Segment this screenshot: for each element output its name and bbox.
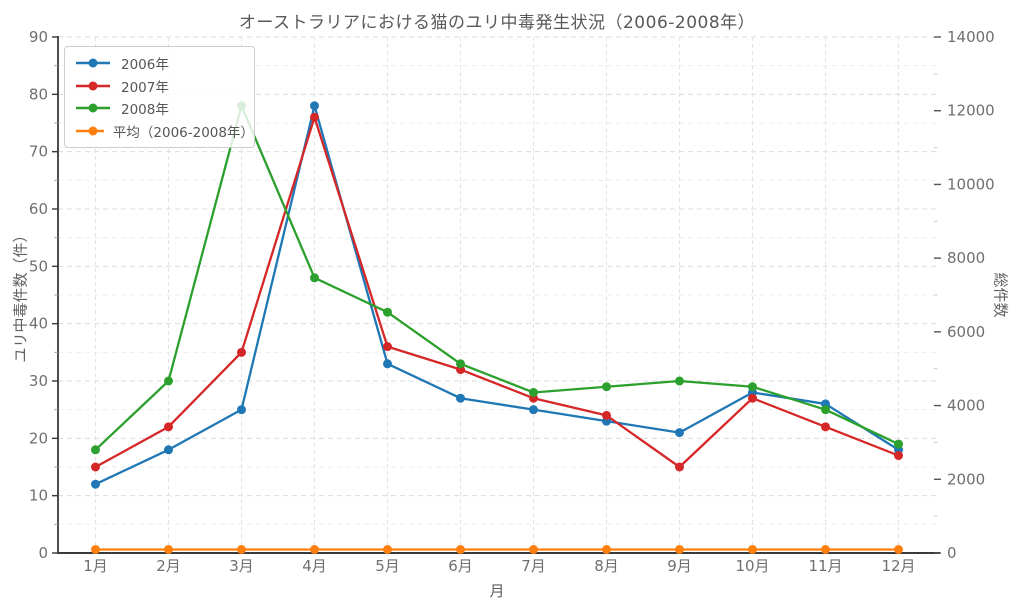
legend-marker: [76, 58, 110, 68]
svg-text:12000: 12000: [947, 102, 995, 120]
data-point: [675, 545, 684, 554]
legend-label: 2008年: [121, 102, 169, 119]
data-point: [529, 545, 538, 554]
data-point: [894, 545, 903, 554]
data-point: [237, 545, 246, 554]
legend-marker: [76, 103, 110, 113]
legend-label: 2007年: [121, 79, 169, 96]
data-point: [456, 545, 465, 554]
data-point: [821, 405, 830, 415]
svg-text:30: 30: [29, 372, 48, 390]
svg-text:50: 50: [29, 257, 48, 275]
legend-item: 2008年: [65, 97, 254, 120]
left-axis-tick-labels: 0 10 20 30 40 50 60 70 80 90: [29, 28, 48, 562]
data-point: [310, 545, 319, 554]
svg-text:6月: 6月: [448, 557, 473, 575]
svg-text:12月: 12月: [881, 557, 915, 575]
data-point: [748, 545, 757, 554]
data-point: [675, 376, 684, 386]
data-point: [748, 393, 757, 403]
data-point: [675, 462, 684, 472]
svg-text:3月: 3月: [229, 557, 254, 575]
series-2007年: [91, 112, 903, 472]
legend-label: 2006年: [121, 57, 169, 74]
svg-text:2000: 2000: [947, 470, 985, 488]
right-axis-ticks: [934, 36, 941, 554]
data-point: [529, 405, 538, 415]
series-平均（2006-2008年）: [91, 545, 903, 554]
y-axis-label-right: 総件数: [991, 272, 1010, 318]
data-point: [383, 307, 392, 317]
svg-text:40: 40: [29, 315, 48, 333]
svg-text:90: 90: [29, 28, 48, 46]
data-point: [675, 428, 684, 438]
data-point: [310, 101, 319, 111]
svg-text:70: 70: [29, 143, 48, 161]
svg-text:10月: 10月: [735, 557, 769, 575]
data-point: [310, 112, 319, 122]
data-point: [383, 359, 392, 369]
svg-text:10: 10: [29, 487, 48, 505]
left-axis-ticks: [52, 36, 58, 554]
legend-marker: [76, 81, 110, 91]
svg-text:80: 80: [29, 85, 48, 103]
svg-text:1月: 1月: [83, 557, 108, 575]
chart-title: オーストラリアにおける猫のユリ中毒発生状況（2006-2008年）: [238, 13, 756, 33]
svg-text:4月: 4月: [302, 557, 327, 575]
series-2008年: [91, 101, 903, 455]
data-point: [383, 545, 392, 554]
svg-text:4000: 4000: [947, 397, 985, 415]
data-point: [237, 347, 246, 357]
svg-text:0: 0: [947, 544, 957, 562]
legend-item: 2006年: [65, 52, 254, 75]
data-point: [894, 439, 903, 449]
data-point: [894, 451, 903, 461]
data-point: [456, 359, 465, 369]
data-point: [529, 387, 538, 397]
data-point: [821, 422, 830, 432]
svg-text:7月: 7月: [521, 557, 546, 575]
data-point: [164, 422, 173, 432]
svg-text:6000: 6000: [947, 323, 985, 341]
svg-text:9月: 9月: [667, 557, 692, 575]
data-point: [164, 376, 173, 386]
x-axis-tick-labels: 1月 2月 3月 4月 5月 6月 7月 8月 9月 10月 11月 12月: [83, 557, 915, 575]
data-point: [602, 382, 611, 392]
right-axis-tick-labels: 0 2000 4000 6000 8000 10000 12000 14000: [947, 28, 995, 562]
data-point: [748, 382, 757, 392]
svg-text:2月: 2月: [156, 557, 181, 575]
legend-marker: [76, 126, 104, 136]
data-point: [91, 462, 100, 472]
y-axis-label-left: ユリ中毒件数（件）: [11, 227, 30, 363]
x-axis-label: 月: [489, 582, 505, 600]
data-point: [383, 342, 392, 352]
data-point: [310, 273, 319, 283]
svg-text:5月: 5月: [375, 557, 400, 575]
data-point: [91, 479, 100, 489]
data-point: [821, 545, 830, 554]
data-point: [91, 545, 100, 554]
data-point: [164, 545, 173, 554]
legend-label: 平均（2006-2008年）: [112, 124, 254, 141]
svg-text:20: 20: [29, 429, 48, 447]
data-point: [456, 393, 465, 403]
legend: 2006年 2007年 2008年平均（2006-2008年）: [64, 46, 255, 148]
svg-text:8000: 8000: [947, 249, 985, 267]
svg-text:60: 60: [29, 200, 48, 218]
svg-text:0: 0: [38, 544, 48, 562]
svg-text:8月: 8月: [594, 557, 619, 575]
legend-item: 平均（2006-2008年）: [65, 120, 254, 143]
svg-text:14000: 14000: [947, 28, 995, 46]
data-point: [602, 410, 611, 420]
svg-text:10000: 10000: [947, 175, 995, 193]
data-point: [237, 405, 246, 415]
legend-item: 2007年: [65, 75, 254, 98]
svg-text:11月: 11月: [808, 557, 842, 575]
data-point: [602, 545, 611, 554]
data-point: [91, 445, 100, 455]
data-point: [164, 445, 173, 455]
